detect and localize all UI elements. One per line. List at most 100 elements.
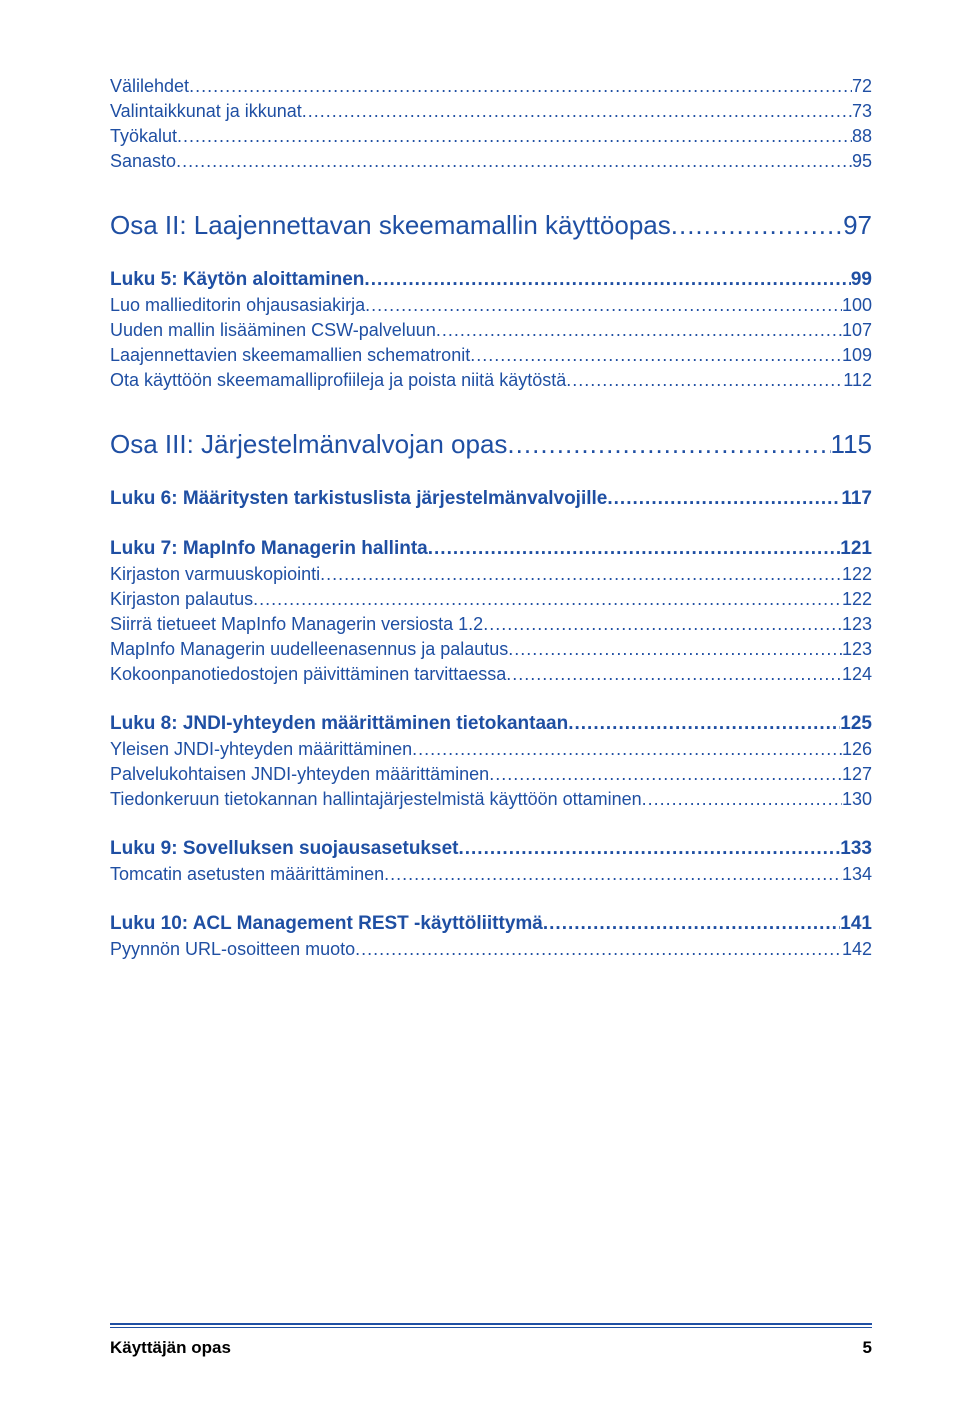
toc-entry-label: Luku 10: ACL Management REST -käyttöliit…	[110, 913, 543, 935]
toc-entry-label: Kirjaston varmuuskopiointi	[110, 564, 320, 585]
toc-entry-leader	[436, 320, 842, 341]
toc-entry[interactable]: Luku 6: Määritysten tarkistuslista järje…	[110, 488, 872, 510]
toc-entry[interactable]: Luku 9: Sovelluksen suojausasetukset133	[110, 838, 872, 860]
toc-entry-leader	[176, 151, 852, 172]
toc-entry[interactable]: Luku 8: JNDI-yhteyden määrittäminen tiet…	[110, 713, 872, 735]
toc-entry[interactable]: Siirrä tietueet MapInfo Managerin versio…	[110, 614, 872, 635]
toc-entry[interactable]: Ota käyttöön skeemamalliprofiileja ja po…	[110, 370, 872, 391]
toc-entry-page: 109	[842, 345, 872, 366]
toc-entry-page: 134	[842, 864, 872, 885]
toc-entry[interactable]: Kokoonpanotiedostojen päivittäminen tarv…	[110, 664, 872, 685]
toc-entry-leader	[483, 614, 842, 635]
toc-entry[interactable]: Välilehdet 72	[110, 76, 872, 97]
toc-entry-label: Pyynnön URL-osoitteen muoto	[110, 939, 355, 960]
toc-entry-leader	[568, 713, 840, 735]
toc-entry-leader	[302, 101, 852, 122]
toc-entry-label: Tomcatin asetusten määrittäminen	[110, 864, 384, 885]
toc-entry[interactable]: Osa II: Laajennettavan skeemamallin käyt…	[110, 210, 872, 241]
page-footer: Käyttäjän opas 5	[110, 1323, 872, 1359]
toc-entry-label: MapInfo Managerin uudelleenasennus ja pa…	[110, 639, 508, 660]
toc-entry-leader	[566, 370, 843, 391]
toc-entry[interactable]: Pyynnön URL-osoitteen muoto142	[110, 939, 872, 960]
toc-entry-leader	[508, 639, 842, 660]
toc-entry-leader	[364, 269, 850, 291]
footer-rule-thick	[110, 1323, 872, 1326]
toc-entry[interactable]: Tomcatin asetusten määrittäminen 134	[110, 864, 872, 885]
footer-page-number: 5	[863, 1338, 872, 1358]
toc-entry[interactable]: Yleisen JNDI-yhteyden määrittäminen126	[110, 739, 872, 760]
toc-entry-page: 141	[840, 913, 872, 935]
toc-entry-label: Kokoonpanotiedostojen päivittäminen tarv…	[110, 664, 506, 685]
toc-entry-page: 130	[842, 789, 872, 810]
toc-entry-page: 95	[852, 151, 872, 172]
toc-entry[interactable]: Luku 10: ACL Management REST -käyttöliit…	[110, 913, 872, 935]
toc-entry[interactable]: Uuden mallin lisääminen CSW-palveluun107	[110, 320, 872, 341]
toc-entry-page: 123	[842, 639, 872, 660]
toc-entry-page: 127	[842, 764, 872, 785]
toc-entry-page: 100	[842, 295, 872, 316]
toc-entry-page: 122	[842, 589, 872, 610]
toc-entry-leader	[470, 345, 842, 366]
toc-entry-label: Luo mallieditorin ohjausasiakirja	[110, 295, 365, 316]
toc-entry[interactable]: Luku 5: Käytön aloittaminen 99	[110, 269, 872, 291]
toc-entry-label: Luku 6: Määritysten tarkistuslista järje…	[110, 488, 607, 510]
footer-row: Käyttäjän opas 5	[110, 1338, 872, 1358]
toc-entry-leader	[365, 295, 842, 316]
toc-entry-leader	[506, 664, 842, 685]
toc-entry-page: 117	[841, 488, 872, 510]
toc-entry-page: 107	[842, 320, 872, 341]
toc-entry[interactable]: Työkalut88	[110, 126, 872, 147]
toc-entry-label: Työkalut	[110, 126, 177, 147]
table-of-contents: Välilehdet 72 Valintaikkunat ja ikkunat73 T…	[110, 76, 872, 960]
toc-entry-label: Yleisen JNDI-yhteyden määrittäminen	[110, 739, 412, 760]
toc-entry-label: Kirjaston palautus	[110, 589, 253, 610]
toc-entry-label: Luku 8: JNDI-yhteyden määrittäminen tiet…	[110, 713, 568, 735]
toc-entry-leader	[189, 76, 852, 97]
toc-entry-page: 125	[840, 713, 872, 735]
toc-entry[interactable]: Valintaikkunat ja ikkunat73	[110, 101, 872, 122]
toc-entry-leader	[428, 538, 841, 560]
toc-entry-leader	[412, 739, 842, 760]
toc-entry-leader	[642, 789, 842, 810]
toc-entry[interactable]: Laajennettavien skeemamallien schematron…	[110, 345, 872, 366]
toc-entry-page: 133	[840, 838, 872, 860]
toc-entry[interactable]: Palvelukohtaisen JNDI-yhteyden määrittäm…	[110, 764, 872, 785]
toc-entry[interactable]: Luku 7: MapInfo Managerin hallinta121	[110, 538, 872, 560]
toc-entry-leader	[507, 429, 830, 460]
toc-entry-leader	[177, 126, 852, 147]
footer-title: Käyttäjän opas	[110, 1338, 231, 1358]
toc-entry-label: Välilehdet	[110, 76, 189, 97]
toc-entry-page: 112	[843, 370, 872, 391]
toc-entry[interactable]: MapInfo Managerin uudelleenasennus ja pa…	[110, 639, 872, 660]
toc-entry-leader	[671, 210, 843, 241]
toc-entry-page: 99	[851, 269, 872, 291]
toc-entry-leader	[384, 864, 842, 885]
toc-entry-label: Siirrä tietueet MapInfo Managerin versio…	[110, 614, 483, 635]
toc-entry-label: Laajennettavien skeemamallien schematron…	[110, 345, 470, 366]
toc-entry-label: Luku 5: Käytön aloittaminen	[110, 269, 364, 291]
toc-entry-page: 97	[843, 210, 872, 241]
toc-entry-label: Valintaikkunat ja ikkunat	[110, 101, 302, 122]
toc-entry-page: 72	[852, 76, 872, 97]
toc-entry-leader	[320, 564, 842, 585]
toc-entry[interactable]: Kirjaston varmuuskopiointi 122	[110, 564, 872, 585]
toc-entry[interactable]: Osa III: Järjestelmänvalvojan opas115	[110, 429, 872, 460]
toc-entry[interactable]: Luo mallieditorin ohjausasiakirja 100	[110, 295, 872, 316]
toc-entry-label: Ota käyttöön skeemamalliprofiileja ja po…	[110, 370, 566, 391]
toc-entry-page: 122	[842, 564, 872, 585]
toc-entry-leader	[253, 589, 842, 610]
page: Välilehdet 72 Valintaikkunat ja ikkunat73 T…	[0, 0, 960, 1410]
toc-entry-label: Osa II: Laajennettavan skeemamallin käyt…	[110, 210, 671, 241]
toc-entry[interactable]: Tiedonkeruun tietokannan hallintajärjest…	[110, 789, 872, 810]
toc-entry-leader	[355, 939, 842, 960]
footer-rule-thin	[110, 1327, 872, 1328]
toc-entry-label: Tiedonkeruun tietokannan hallintajärjest…	[110, 789, 642, 810]
toc-entry[interactable]: Kirjaston palautus 122	[110, 589, 872, 610]
toc-entry-label: Sanasto	[110, 151, 176, 172]
toc-entry-label: Osa III: Järjestelmänvalvojan opas	[110, 429, 507, 460]
toc-entry-leader	[607, 488, 841, 510]
toc-entry-leader	[489, 764, 842, 785]
toc-entry-page: 124	[842, 664, 872, 685]
toc-entry[interactable]: Sanasto 95	[110, 151, 872, 172]
toc-entry-label: Palvelukohtaisen JNDI-yhteyden määrittäm…	[110, 764, 489, 785]
